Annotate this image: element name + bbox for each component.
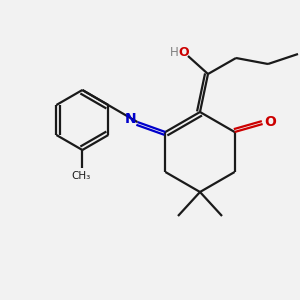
- Text: O: O: [179, 46, 189, 59]
- Text: H: H: [169, 46, 178, 59]
- Text: N: N: [124, 112, 136, 126]
- Text: CH₃: CH₃: [72, 171, 91, 181]
- Text: O: O: [265, 115, 277, 129]
